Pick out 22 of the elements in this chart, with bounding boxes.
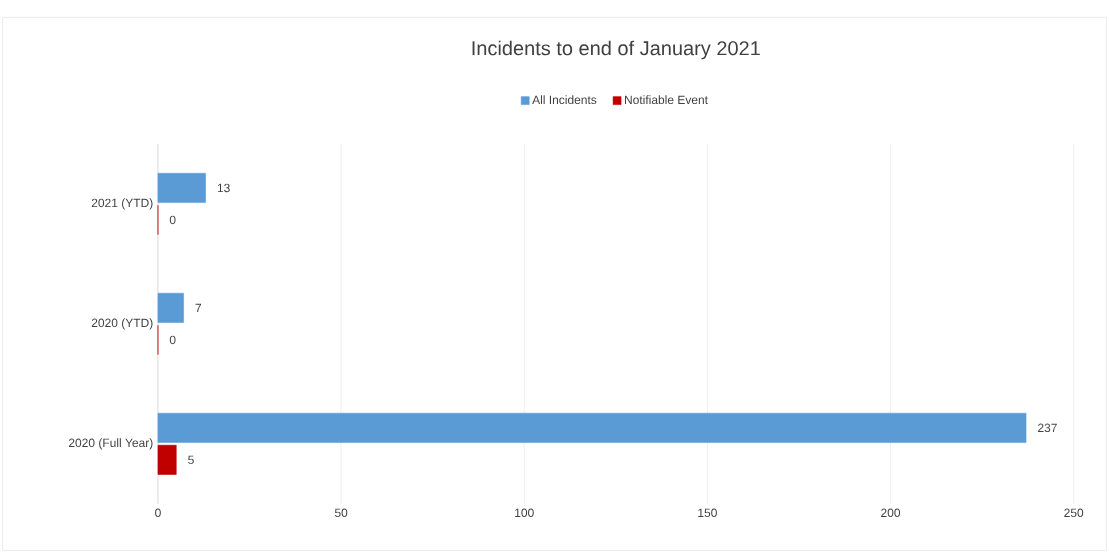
chart-title: Incidents to end of January 2021 [472, 40, 760, 60]
x-tick-label: 250 [1064, 508, 1084, 517]
data-label: 7 [195, 303, 202, 312]
data-label: 0 [169, 335, 176, 345]
y-tick-label: 2020 (Full Year) [68, 438, 153, 450]
x-tick-label: 200 [881, 508, 901, 517]
bar [157, 412, 1027, 443]
data-label: 5 [188, 455, 194, 464]
data-label: 0 [169, 215, 176, 225]
bar [157, 292, 184, 323]
data-label: 13 [217, 183, 230, 193]
bar [157, 444, 177, 475]
y-tick-label: 2021 (YTD) [91, 198, 153, 210]
x-tick-label: 150 [698, 508, 717, 517]
x-tick-label: 50 [334, 508, 348, 517]
legend-label: Notifiable Event [624, 95, 708, 105]
bar [157, 172, 206, 203]
y-tick-label: 2020 (YTD) [91, 318, 153, 330]
x-tick-label: 0 [155, 508, 161, 517]
x-tick-label: 100 [515, 508, 534, 517]
data-label: 237 [1038, 423, 1057, 433]
legend-label: All Incidents [532, 95, 597, 105]
